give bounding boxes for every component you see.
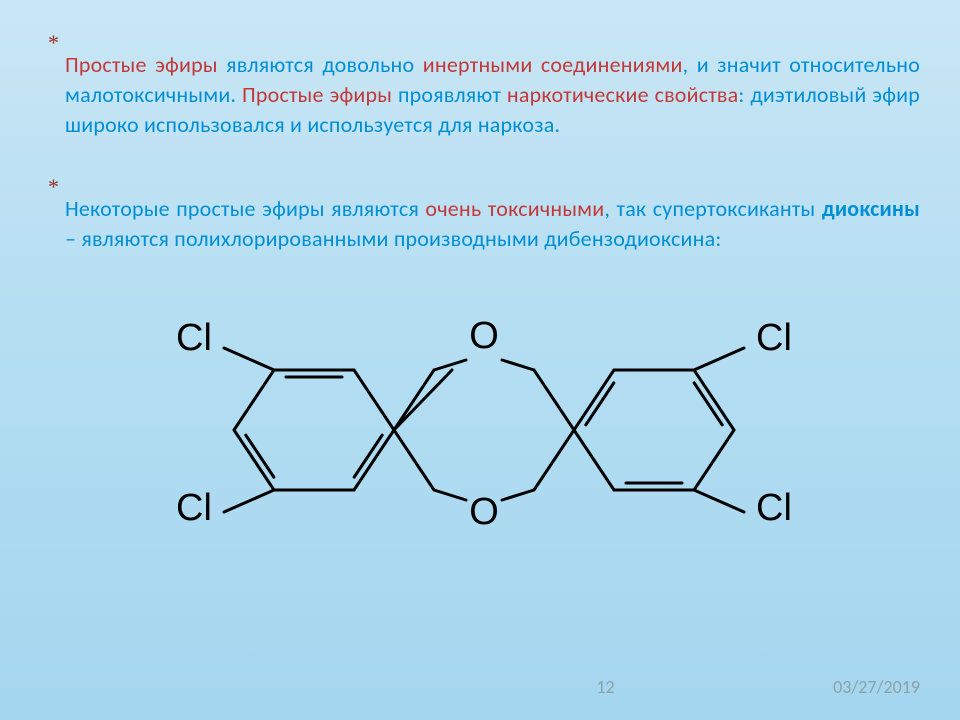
asterisk-icon: * [48, 172, 59, 202]
paragraph-2: Некоторые простые эфиры являются очень т… [65, 194, 920, 254]
paragraph-1: Простые эфиры являются довольно инертным… [65, 50, 920, 140]
svg-text:O: O [469, 315, 499, 357]
slide: * Простые эфиры являются довольно инертн… [0, 0, 960, 720]
footer: 12 03/27/2019 [48, 676, 920, 698]
asterisk-icon: * [48, 28, 59, 58]
svg-text:Cl: Cl [756, 487, 792, 529]
svg-text:O: O [469, 491, 499, 533]
molecule-figure: O O Cl Cl Cl Cl [48, 310, 920, 560]
bullet-2: * Некоторые простые эфиры являются очень… [48, 172, 920, 276]
svg-text:Cl: Cl [756, 317, 792, 359]
bullet-1: * Простые эфиры являются довольно инертн… [48, 28, 920, 162]
svg-text:Cl: Cl [176, 317, 212, 359]
page-number: 12 [596, 676, 614, 698]
dioxin-structure: O O Cl Cl Cl Cl [134, 310, 834, 560]
svg-text:Cl: Cl [176, 487, 212, 529]
footer-date: 03/27/2019 [833, 676, 920, 698]
